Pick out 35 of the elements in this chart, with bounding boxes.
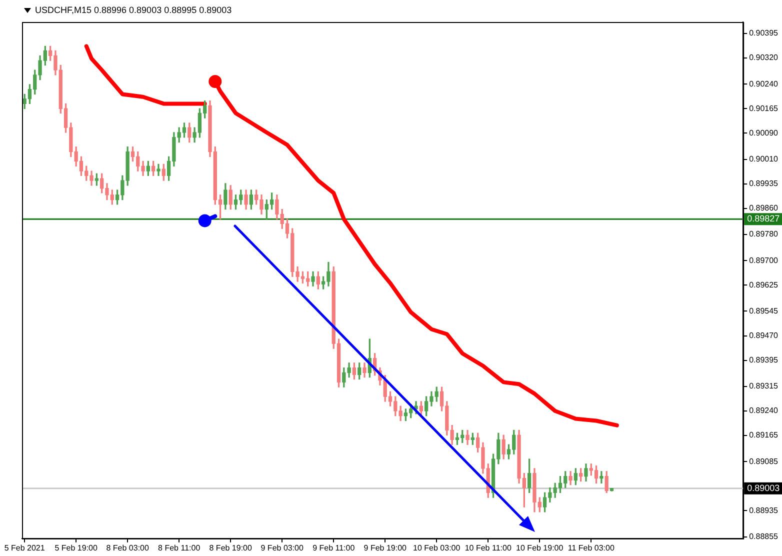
- y-tick-label: 0.89935: [749, 178, 779, 188]
- y-tick-label: 0.89085: [749, 456, 779, 466]
- y-tick-label: 0.88855: [749, 532, 779, 541]
- y-tick-label: 0.89395: [749, 355, 779, 364]
- y-tick-label: 0.90320: [749, 53, 779, 62]
- x-tick-label: 9 Feb 19:00: [364, 543, 408, 552]
- chart-title: USDCHF,M15 0.88996 0.89003 0.88995 0.89003: [35, 5, 232, 15]
- y-tick-label: 0.89700: [749, 256, 779, 265]
- x-tick-label: 5 Feb 2021: [4, 543, 46, 552]
- x-tick-label: 8 Feb 03:00: [106, 543, 150, 552]
- y-tick-label: 0.90090: [749, 128, 779, 138]
- x-tick-label: 8 Feb 11:00: [158, 543, 201, 552]
- y-tick-label: 0.89315: [749, 382, 779, 391]
- ref-line-label: 0.89827: [747, 214, 780, 224]
- y-tick-label: 0.90165: [749, 104, 779, 113]
- y-tick-label: 0.90010: [749, 154, 779, 164]
- y-tick-label: 0.89165: [749, 430, 779, 440]
- y-tick-label: 0.89625: [749, 280, 779, 290]
- y-tick-label: 0.89240: [749, 406, 779, 416]
- ref-line-label: 0.89003: [747, 482, 780, 493]
- y-tick-label: 0.89545: [749, 306, 779, 316]
- x-tick-label: 8 Feb 19:00: [209, 543, 252, 552]
- x-tick-label: 10 Feb 03:00: [413, 543, 461, 552]
- y-tick-label: 0.90240: [749, 79, 779, 88]
- y-tick-label: 0.89470: [749, 330, 779, 340]
- y-tick-label: 0.89780: [749, 230, 779, 239]
- x-tick-label: 11 Feb 03:00: [568, 543, 615, 552]
- x-tick-label: 5 Feb 19:00: [54, 543, 98, 552]
- y-tick-label: 0.88935: [749, 506, 779, 515]
- x-tick-label: 10 Feb 11:00: [464, 543, 512, 552]
- x-tick-label: 9 Feb 03:00: [260, 543, 304, 552]
- y-tick-label: 0.90395: [749, 28, 779, 38]
- x-tick-label: 10 Feb 19:00: [516, 543, 564, 552]
- x-tick-label: 9 Feb 11:00: [312, 543, 356, 552]
- y-tick-label: 0.89860: [749, 204, 779, 212]
